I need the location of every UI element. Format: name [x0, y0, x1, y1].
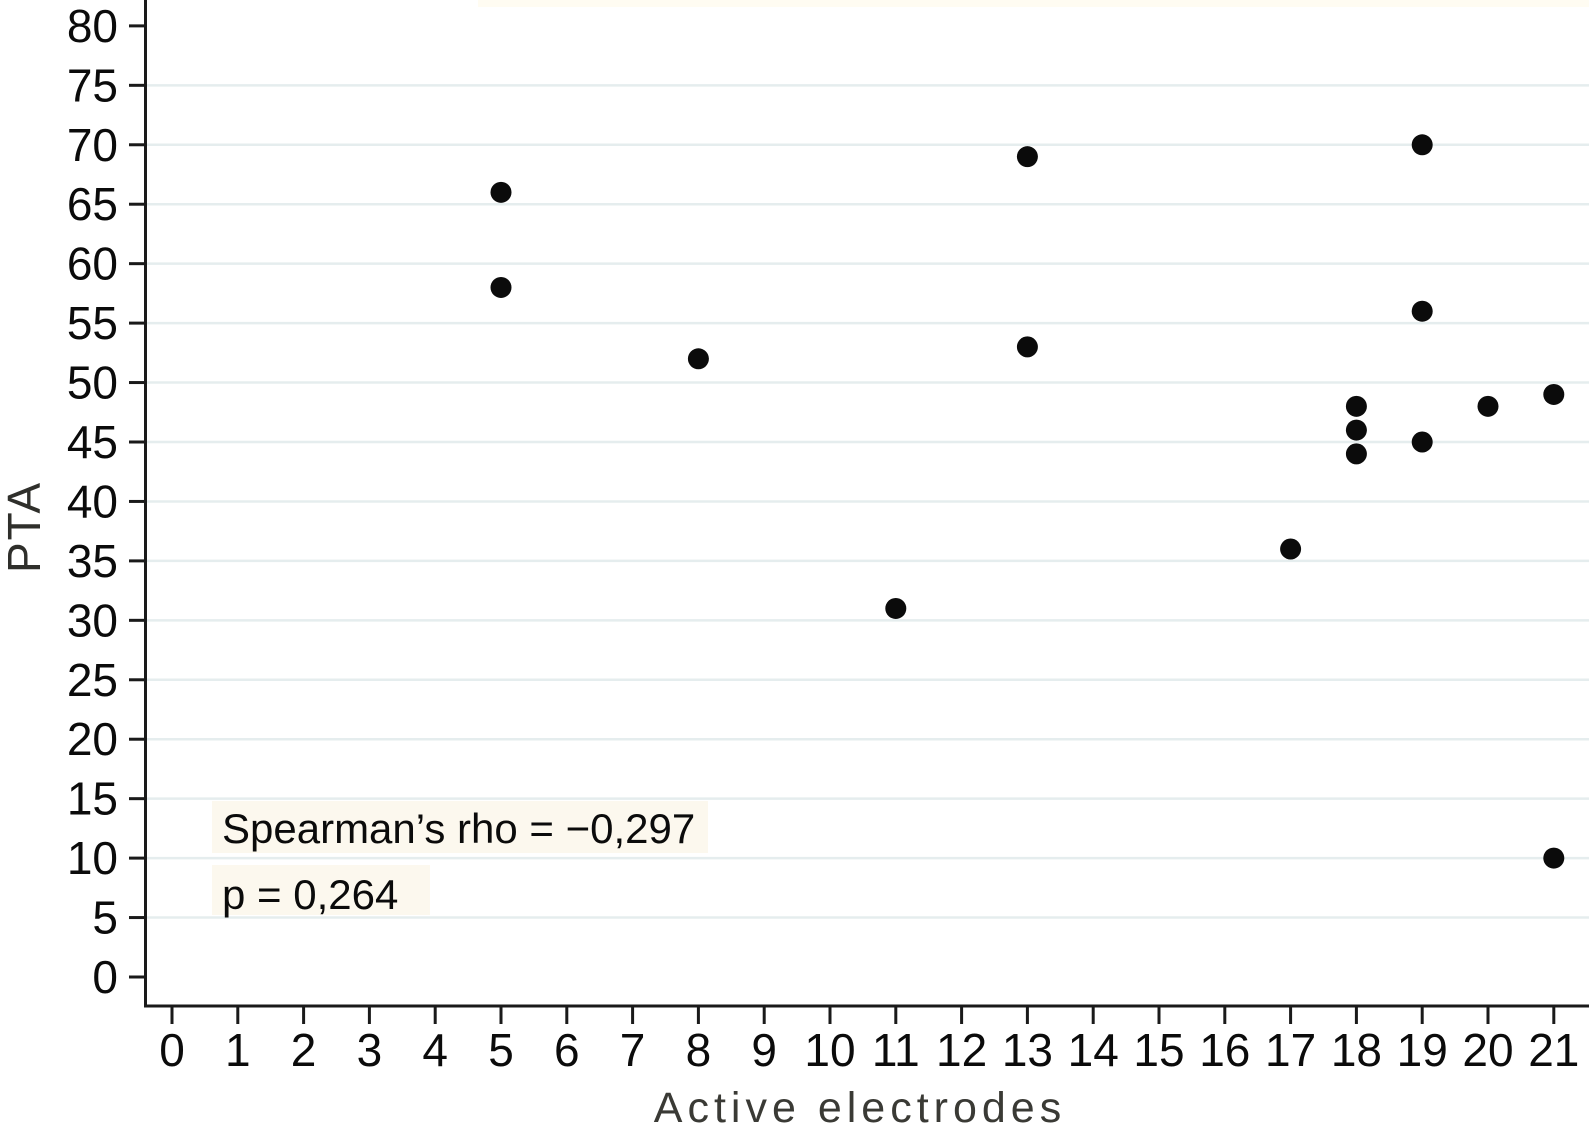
x-axis-title: Active electrodes: [654, 1084, 1066, 1132]
x-tick-label: 18: [1331, 1024, 1382, 1076]
x-tick-label: 15: [1133, 1024, 1184, 1076]
data-point: [1016, 146, 1038, 168]
data-point: [1345, 395, 1367, 417]
data-point: [885, 597, 907, 619]
annotation-p-value-bg: [212, 865, 430, 915]
x-tick-label: 11: [872, 1024, 920, 1076]
annotation-p-value: p = 0,264: [222, 871, 398, 918]
data-point: [1345, 419, 1367, 441]
data-point: [490, 276, 512, 298]
x-tick-label: 13: [1002, 1024, 1053, 1076]
x-tick-label: 16: [1199, 1024, 1250, 1076]
x-tick-label: 12: [936, 1024, 987, 1076]
y-tick-label: 35: [67, 535, 118, 587]
x-tick-label: 10: [804, 1024, 855, 1076]
x-tick-label: 8: [686, 1024, 712, 1076]
y-axis-title: PTA: [0, 481, 50, 573]
data-points: [490, 134, 1565, 869]
annotation-spearman-rho-bg: [212, 801, 708, 853]
y-tick-label: 5: [92, 892, 118, 944]
x-tick-label: 1: [225, 1024, 251, 1076]
x-tick-label: 5: [488, 1024, 514, 1076]
x-tick-label: 20: [1462, 1024, 1513, 1076]
data-point: [1543, 847, 1565, 869]
y-tick-label: 30: [67, 594, 118, 646]
x-tick-label: 21: [1528, 1024, 1579, 1076]
x-tick-label: 14: [1068, 1024, 1119, 1076]
data-point: [1280, 538, 1302, 560]
gridlines: [147, 84, 1589, 919]
y-tick-label: 0: [92, 951, 118, 1003]
x-tick-label: 7: [620, 1024, 646, 1076]
annotation-spearman-rho: Spearman’s rho = −0,297: [222, 805, 695, 852]
data-point: [1411, 134, 1433, 156]
y-tick-label: 45: [67, 416, 118, 468]
x-tick-label: 6: [554, 1024, 580, 1076]
x-tick-label: 17: [1265, 1024, 1316, 1076]
x-tick-label: 19: [1397, 1024, 1448, 1076]
x-axis-ticks: [170, 1006, 1556, 1024]
data-point: [1411, 300, 1433, 322]
y-axis-tick-labels: 0 5 10 15 20 25 30 35 40 45 50 55 60 65 70 75 80: [67, 0, 118, 1003]
y-tick-label: 20: [67, 713, 118, 765]
data-point: [490, 181, 512, 203]
data-point: [1543, 383, 1565, 405]
y-axis-ticks: [129, 24, 144, 979]
cropped-header-strip: [478, 0, 1589, 7]
x-tick-label: 0: [159, 1024, 185, 1076]
x-tick-label: 2: [291, 1024, 317, 1076]
data-point: [687, 348, 709, 370]
x-tick-label: 3: [357, 1024, 383, 1076]
y-tick-label: 80: [67, 0, 118, 52]
data-point: [1016, 336, 1038, 358]
y-tick-label: 10: [67, 832, 118, 884]
y-tick-label: 50: [67, 357, 118, 409]
x-tick-label: 4: [422, 1024, 448, 1076]
y-tick-label: 75: [67, 59, 118, 111]
y-tick-label: 40: [67, 475, 118, 527]
y-tick-label: 55: [67, 297, 118, 349]
y-tick-label: 60: [67, 238, 118, 290]
y-tick-label: 65: [67, 178, 118, 230]
data-point: [1345, 443, 1367, 465]
data-point: [1477, 395, 1499, 417]
x-tick-label: 9: [751, 1024, 777, 1076]
y-tick-label: 15: [67, 773, 118, 825]
y-tick-label: 70: [67, 119, 118, 171]
y-tick-label: 25: [67, 654, 118, 706]
data-point: [1411, 431, 1433, 453]
x-axis-tick-labels: 0 1 2 3 4 5 6 7 8 9 10 11 12 13 14 15 16 17 18 19 20 21: [159, 1024, 1579, 1076]
